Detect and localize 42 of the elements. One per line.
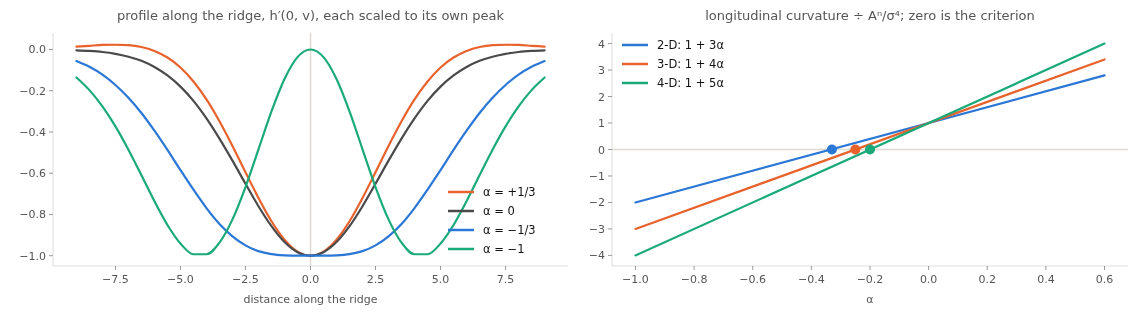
x-tick-label: −0.2 xyxy=(856,273,884,286)
y-tick-label: −2 xyxy=(588,196,605,210)
x-tick-label: 0.4 xyxy=(1037,273,1055,286)
x-tick-label: −5.0 xyxy=(167,273,194,286)
y-tick-label: −4 xyxy=(588,249,605,263)
y-tick-label: 4 xyxy=(598,37,605,51)
x-tick-label: 0.0 xyxy=(301,273,320,286)
y-tick-label: −0.6 xyxy=(19,167,46,181)
x-tick-label: 7.5 xyxy=(496,273,515,286)
x-tick-label: 0.6 xyxy=(1095,273,1114,286)
y-tick-label: −0.4 xyxy=(19,125,46,139)
legend-label: 3-D: 1 + 4α xyxy=(657,57,725,71)
legend-label: α = 0 xyxy=(483,204,515,218)
y-tick-label: 1 xyxy=(598,117,605,131)
y-tick-label: 3 xyxy=(598,64,605,78)
y-tick-label: 0 xyxy=(598,143,605,157)
y-tick-label: −0.2 xyxy=(19,84,46,98)
x-tick-label: −0.8 xyxy=(680,273,708,286)
x-tick-label: 5.0 xyxy=(431,273,450,286)
y-tick-label: 0.0 xyxy=(28,43,46,57)
legend-label: α = +1/3 xyxy=(483,185,536,199)
y-tick-label: −1.0 xyxy=(19,249,46,263)
legend-label: 2-D: 1 + 3α xyxy=(657,38,725,52)
x-tick-label: −2.5 xyxy=(232,273,259,286)
x-tick-label: 2.5 xyxy=(366,273,385,286)
legend-label: α = −1/3 xyxy=(483,223,536,237)
x-tick-label: −0.6 xyxy=(739,273,767,286)
x-tick-label: 0.0 xyxy=(919,273,938,286)
x-axis-title: distance along the ridge xyxy=(243,293,378,306)
chart-title: profile along the ridge, h′(0, v), each scaled to its own peak xyxy=(116,8,505,23)
x-tick-label: −7.5 xyxy=(102,273,129,286)
y-tick-label: 2 xyxy=(598,90,605,104)
y-tick-label: −0.8 xyxy=(19,208,46,222)
legend-label: α = −1 xyxy=(483,242,525,256)
x-tick-label: 0.2 xyxy=(978,273,997,286)
y-tick-label: −1 xyxy=(588,169,605,183)
x-tick-label: −1.0 xyxy=(622,273,649,286)
y-tick-label: −3 xyxy=(588,222,605,236)
chart-title: longitudinal curvature ÷ Aⁿ/σ⁴; zero is the criterion xyxy=(705,8,1035,23)
x-tick-label: −0.4 xyxy=(798,273,825,286)
x-axis-title: α xyxy=(866,293,874,306)
legend-label: 4-D: 1 + 5α xyxy=(657,76,725,90)
